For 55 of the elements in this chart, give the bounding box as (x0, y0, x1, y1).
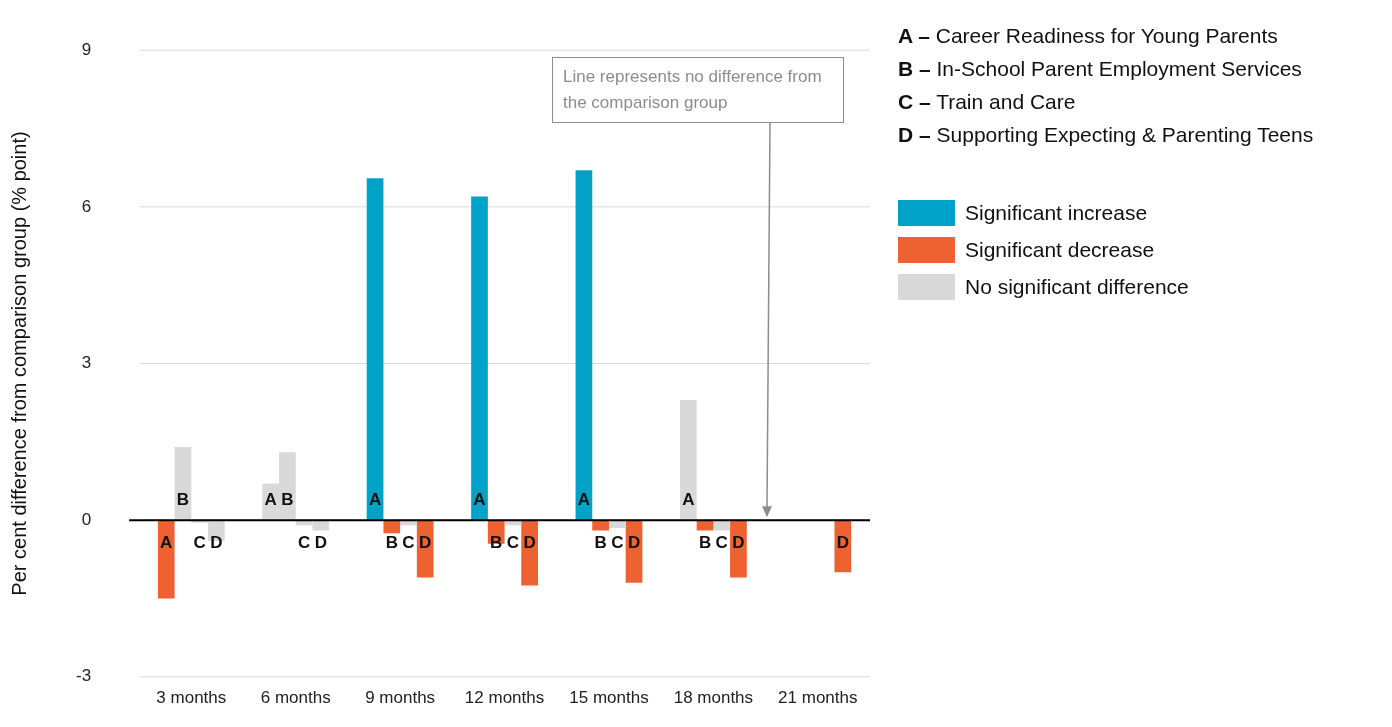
series-label: B (385, 532, 398, 552)
bar (471, 196, 488, 521)
text: C (611, 532, 624, 552)
text: D (836, 532, 849, 552)
x-tick-label: 12 months (464, 687, 545, 707)
text: C (402, 532, 415, 552)
text: No significant difference (965, 274, 1189, 299)
text: Significant decrease (965, 237, 1155, 262)
text: A – Career Readiness for Young Parents (898, 23, 1279, 49)
y-axis-title: Per cent difference from comparison group (% point) (7, 131, 30, 596)
text: B (698, 532, 712, 552)
y-tick-label: 3 (81, 353, 92, 373)
x-tick-label: 9 months (365, 687, 436, 707)
text: A (473, 489, 486, 509)
text: B (594, 532, 607, 552)
bar (521, 520, 538, 586)
x-tick-label: 21 months (778, 687, 858, 707)
y-tick-label: -3 (75, 666, 92, 686)
text: A (264, 489, 277, 509)
bar (416, 520, 434, 578)
text: C (297, 532, 311, 552)
x-tick-label: 3 months (156, 687, 227, 707)
text: D (314, 532, 327, 552)
text: A (577, 489, 591, 509)
text: D (419, 532, 432, 552)
text: D (732, 532, 745, 552)
text: C – Train and Care (898, 89, 1077, 115)
text: D – Supporting Expecting & Parenting Teens (898, 122, 1315, 148)
text: D (627, 532, 641, 552)
y-tick-label: 9 (81, 39, 92, 59)
y-tick-label: 0 (81, 509, 92, 529)
bar (696, 520, 714, 531)
text: B (281, 489, 294, 509)
series-label: A (682, 489, 695, 509)
text: A (368, 489, 382, 509)
x-tick-label: 15 months (569, 687, 649, 707)
series-label: D (210, 532, 223, 552)
series-label: C (715, 532, 728, 552)
bar (575, 170, 593, 521)
text: C (193, 532, 206, 552)
text: B (176, 489, 190, 509)
bar (366, 178, 384, 521)
text: C (506, 532, 520, 552)
y-tick-label: 6 (81, 196, 92, 216)
text: B – In-School Parent Employment Services (898, 56, 1303, 82)
bar (713, 520, 731, 531)
x-tick-label: 18 months (673, 687, 754, 707)
text: D (523, 532, 536, 552)
x-tick-label: 6 months (260, 687, 331, 707)
text: Significant increase (965, 200, 1148, 225)
bar (592, 520, 609, 531)
bar (383, 520, 401, 534)
text: A (160, 532, 173, 552)
bar (730, 520, 747, 578)
annotation: Line represents no difference from the comparison group (552, 57, 844, 123)
